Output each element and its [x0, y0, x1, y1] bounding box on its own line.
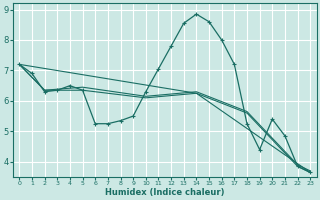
X-axis label: Humidex (Indice chaleur): Humidex (Indice chaleur): [105, 188, 225, 197]
